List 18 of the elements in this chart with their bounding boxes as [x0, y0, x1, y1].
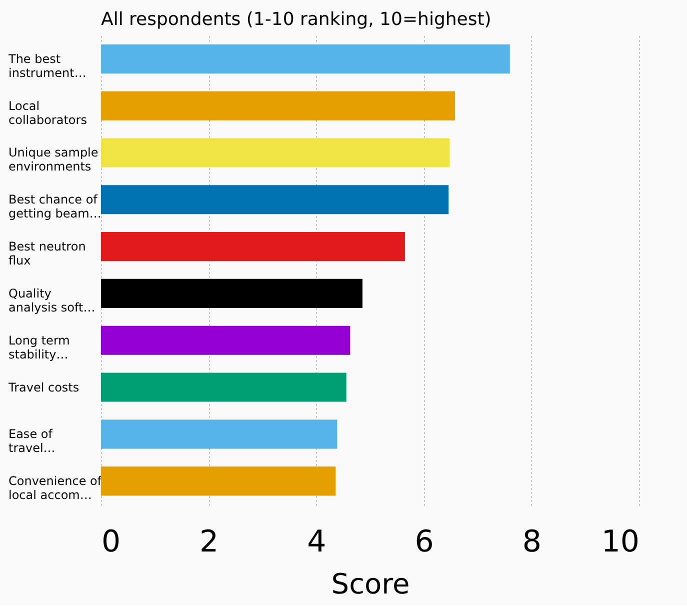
- y-tick-label: Local collaborators: [8, 98, 87, 127]
- x-axis-title: Score: [331, 568, 410, 600]
- y-tick-label: Unique sample environments: [8, 146, 98, 174]
- chart-title: All respondents (1-10 ranking, 10=highest): [101, 9, 492, 30]
- x-tick-label: 10: [601, 524, 640, 560]
- y-tick-label: Convenience of local accom…: [8, 474, 102, 502]
- y-tick-label: Travel costs: [8, 380, 80, 394]
- y-tick-label: Best chance of getting beam…: [8, 192, 102, 221]
- x-tick-label: 0: [102, 524, 121, 560]
- y-tick-label: Best neutron flux: [8, 240, 86, 268]
- y-tick-label: Ease of travel…: [8, 427, 56, 456]
- x-tick-label: 4: [307, 524, 326, 560]
- x-tick-label: 2: [200, 524, 219, 560]
- x-tick-label: 6: [414, 524, 434, 560]
- y-tick-label: Long term stability…: [8, 333, 70, 362]
- x-tick-label: 8: [522, 524, 542, 560]
- y-tick-label: Quality analysis soft…: [8, 286, 96, 314]
- y-tick-label: The best instrument…: [8, 52, 86, 80]
